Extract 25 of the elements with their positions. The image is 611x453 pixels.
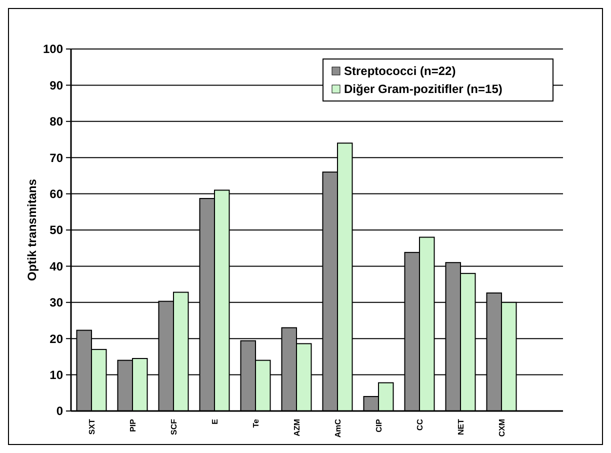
- x-tick-label: CIP: [374, 418, 384, 432]
- x-tick-label: SXT: [87, 418, 96, 435]
- x-tick-label: CXM: [497, 418, 506, 437]
- x-tick-label: CC: [415, 418, 424, 431]
- y-tick-label: 80: [50, 114, 64, 129]
- y-tick-label: 90: [50, 78, 64, 92]
- x-tick-label: SCF: [169, 418, 178, 435]
- y-tick-label: 50: [50, 223, 64, 238]
- y-tick-label: 60: [50, 187, 64, 201]
- y-tick-label: 70: [50, 150, 64, 165]
- x-tick-label: AmC: [333, 418, 342, 438]
- y-axis-title: Optik transmitans: [25, 178, 39, 282]
- legend-label: Streptococci (n=22): [344, 64, 456, 78]
- y-tick-label: 0: [56, 404, 64, 418]
- y-tick-label: 20: [50, 332, 64, 346]
- x-tick-label: NET: [456, 418, 466, 435]
- y-tick-label: 100: [42, 42, 64, 56]
- y-tick-label: 10: [50, 368, 64, 382]
- x-tick-label: E: [210, 418, 220, 424]
- x-tick-label: PIP: [128, 418, 138, 432]
- x-tick-label: AZM: [292, 418, 302, 436]
- x-tick-label: Te: [251, 418, 260, 428]
- legend-label: Diğer Gram-pozitifler (n=15): [344, 82, 502, 96]
- y-tick-label: 30: [50, 296, 64, 310]
- y-tick-label: 40: [50, 259, 64, 274]
